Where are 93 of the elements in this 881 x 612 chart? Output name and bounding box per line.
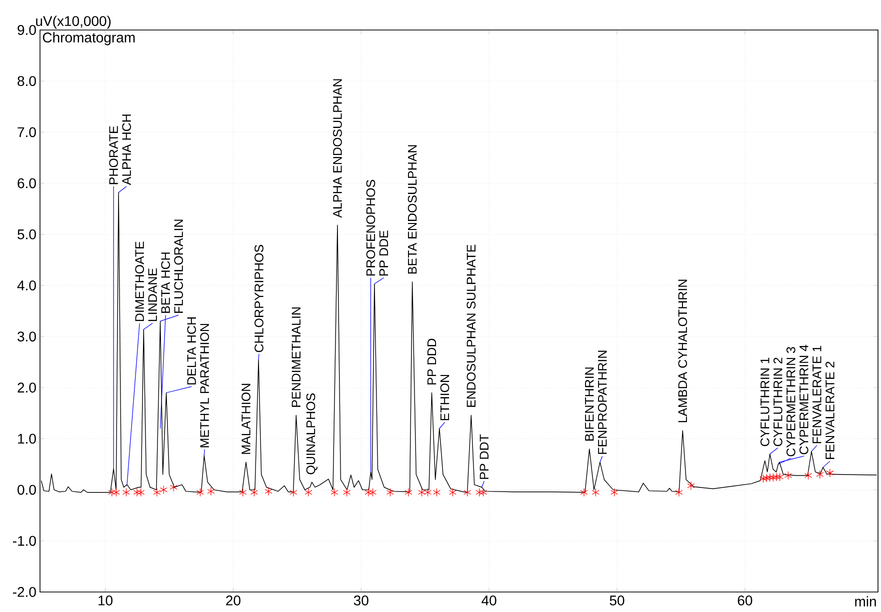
point bbox=[364, 488, 372, 497]
annotation: PP DDD bbox=[427, 338, 436, 384]
point bbox=[404, 488, 412, 497]
annotation: DELTA HCH bbox=[187, 317, 196, 384]
point bbox=[784, 471, 792, 480]
x-tick-label: 60 bbox=[738, 596, 752, 606]
annotation: CYPERMETHRIN 3 bbox=[786, 347, 796, 456]
point bbox=[826, 468, 834, 478]
annotation: FENVALERATE 1 bbox=[812, 346, 822, 444]
annotation: PP DDT bbox=[480, 434, 488, 479]
point bbox=[610, 488, 618, 497]
point bbox=[464, 488, 472, 497]
annotation: DIMETHOATE bbox=[135, 242, 144, 322]
point bbox=[766, 473, 774, 482]
point bbox=[304, 488, 312, 497]
point bbox=[250, 488, 258, 497]
annotation: CYFLUTHRIN 1 bbox=[760, 358, 770, 446]
point bbox=[804, 471, 812, 480]
y-tick-label: 9.0 bbox=[18, 25, 36, 35]
point bbox=[133, 488, 141, 497]
point bbox=[480, 488, 488, 497]
point bbox=[160, 486, 168, 494]
point bbox=[776, 472, 784, 482]
x-tick-label: 40 bbox=[482, 596, 496, 606]
point bbox=[448, 488, 456, 497]
point bbox=[418, 488, 426, 497]
annotation: FENVALERATE 2 bbox=[826, 362, 834, 459]
point bbox=[153, 488, 161, 497]
x-tick-label: 30 bbox=[354, 596, 368, 606]
point bbox=[476, 488, 484, 497]
point bbox=[137, 488, 145, 497]
annotation: CHLORPYRIPHOS bbox=[254, 244, 264, 352]
annotation: ALPHA ENDOSULPHAN bbox=[333, 79, 342, 218]
point bbox=[580, 488, 588, 497]
y-tick-label: 0.0 bbox=[18, 484, 36, 495]
annotation: PROFENOPHOS bbox=[366, 180, 376, 276]
point bbox=[112, 488, 120, 497]
y-tick-label: 1.0 bbox=[18, 434, 36, 444]
y-tick-label: 6.0 bbox=[18, 178, 36, 188]
y-tick-label: 7.0 bbox=[18, 127, 36, 138]
annotation: MALATHION bbox=[242, 384, 250, 454]
annotation: FLUCHLORALIN bbox=[174, 220, 183, 313]
annotation: BIFENTHRIN bbox=[585, 368, 594, 441]
annotation: PP DDE bbox=[379, 230, 388, 276]
y-tick-label: 8.0 bbox=[18, 76, 36, 86]
annotation: PENDIMETHALIN bbox=[292, 307, 300, 407]
point bbox=[343, 488, 351, 497]
point bbox=[816, 470, 824, 479]
x-tick-label: 10 bbox=[98, 596, 112, 606]
point bbox=[108, 488, 116, 497]
annotation: ALPHA HCH bbox=[122, 114, 131, 186]
annotation: PHORATE bbox=[109, 126, 118, 184]
point bbox=[290, 488, 298, 497]
y-tick-label: 3.0 bbox=[18, 332, 36, 342]
annotation: CYFLUTHRIN 2 bbox=[773, 358, 782, 446]
point bbox=[432, 488, 441, 497]
annotation: FENPROPATHRIN bbox=[598, 350, 607, 454]
point bbox=[687, 481, 695, 490]
point bbox=[207, 487, 215, 496]
point bbox=[675, 488, 683, 497]
point bbox=[386, 488, 394, 497]
annotation: CYPERMETHRIN 4 bbox=[799, 344, 808, 454]
annotation: QUINALPHOS bbox=[306, 393, 318, 474]
y-tick-label: -1.0 bbox=[12, 536, 36, 546]
x-tick-label: 20 bbox=[226, 596, 240, 606]
point bbox=[769, 473, 777, 482]
annotation: METHYL PARATHION bbox=[200, 324, 209, 448]
y-tick-label: 5.0 bbox=[18, 229, 36, 240]
chart-title: Chromatogram bbox=[42, 32, 135, 46]
y-tick-label: -2.0 bbox=[12, 587, 36, 597]
point bbox=[170, 482, 178, 492]
annotation: ENDOSULPHAN SULPHATE bbox=[466, 244, 476, 407]
point bbox=[122, 488, 130, 497]
point bbox=[196, 488, 204, 497]
point bbox=[762, 474, 770, 482]
annotation: LAMBDA CYHALOTHRIN bbox=[678, 280, 688, 422]
point bbox=[264, 487, 272, 496]
x-axis-title: min bbox=[855, 596, 876, 606]
point bbox=[369, 488, 377, 497]
y-tick-label: 2.0 bbox=[18, 382, 36, 393]
point bbox=[239, 488, 247, 497]
annotation: ETHION bbox=[440, 374, 450, 420]
point bbox=[759, 474, 768, 483]
annotation: LINDANE bbox=[148, 268, 157, 322]
point bbox=[592, 488, 600, 497]
annotation: BETA ENDOSULPHAN bbox=[408, 145, 417, 274]
x-tick-label: 50 bbox=[610, 596, 624, 606]
y-axis-title: uV(x10,000) bbox=[36, 16, 111, 29]
annotation: BETA HCH bbox=[161, 252, 170, 313]
point bbox=[330, 488, 338, 497]
point bbox=[424, 488, 432, 497]
point bbox=[772, 472, 780, 482]
y-tick-label: 4.0 bbox=[17, 280, 36, 290]
